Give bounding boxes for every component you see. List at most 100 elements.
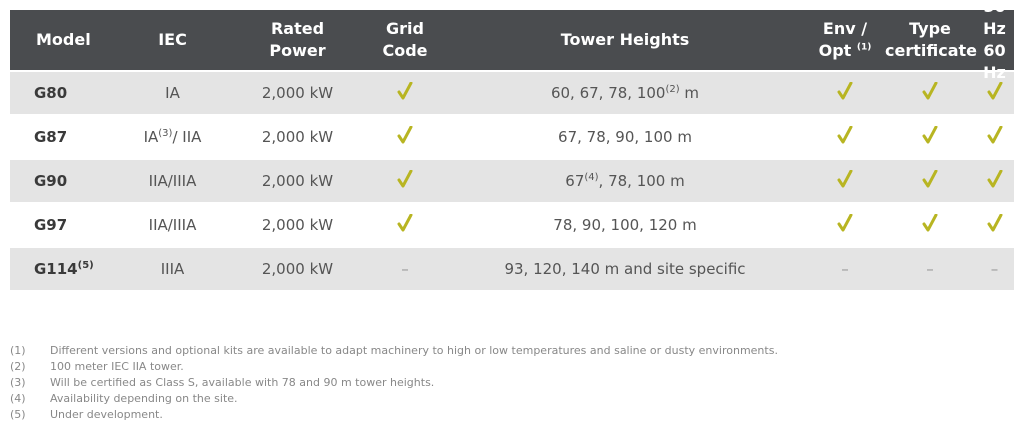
tower-footnote: (4) bbox=[584, 172, 599, 183]
cell-model: G97 bbox=[10, 216, 115, 234]
cell-hz bbox=[975, 126, 1014, 148]
cell-grid-code bbox=[365, 82, 445, 104]
footnotes: (1) Different versions and optional kits … bbox=[10, 343, 778, 423]
turbine-table: Model IEC Rated Power Grid Code Tower He… bbox=[10, 0, 1014, 290]
footnote-number: (3) bbox=[10, 376, 26, 389]
model-footnote: (5) bbox=[77, 260, 94, 271]
header-grid-line1: Grid bbox=[386, 19, 424, 38]
cell-iec: IA bbox=[115, 84, 230, 102]
cell-rated-power: 2,000 kW bbox=[261, 84, 334, 102]
footnote-line: (1) Different versions and optional kits … bbox=[10, 343, 778, 359]
header-hz-line1: 50 Hz bbox=[983, 0, 1006, 38]
footnote-number: (1) bbox=[10, 344, 26, 357]
header-env-sup: (1) bbox=[856, 42, 872, 53]
tower-values: 67, 78, 90, 100 m bbox=[558, 128, 692, 146]
iec-class-rest: / IIA bbox=[172, 128, 202, 146]
check-icon bbox=[397, 82, 413, 100]
cell-grid-code bbox=[365, 214, 445, 236]
model-name: G90 bbox=[34, 172, 68, 190]
tower-values-rest: m bbox=[679, 84, 700, 102]
header-cert-line2: certificate bbox=[885, 41, 977, 60]
footnote-text: Will be certified as Class S, available … bbox=[50, 376, 435, 389]
tower-footnote: (2) bbox=[665, 84, 680, 95]
model-name: G114 bbox=[34, 260, 78, 278]
cell-hz bbox=[975, 170, 1014, 192]
iec-class: IA bbox=[143, 128, 159, 146]
model-name: G87 bbox=[34, 128, 68, 146]
dash-mark: – bbox=[841, 260, 849, 278]
cell-type-certificate: – bbox=[885, 260, 975, 278]
cell-env-opt bbox=[805, 170, 885, 192]
tower-values: 93, 120, 140 m and site specific bbox=[504, 260, 746, 278]
dash-mark: – bbox=[401, 260, 409, 278]
footnote-number: (5) bbox=[10, 408, 26, 421]
check-icon bbox=[837, 170, 853, 188]
iec-class: IIIA bbox=[160, 260, 185, 278]
check-icon bbox=[987, 170, 1003, 188]
tower-values: 78, 90, 100, 120 m bbox=[553, 216, 697, 234]
check-icon bbox=[922, 214, 938, 232]
cell-iec: IIIA bbox=[115, 260, 230, 278]
cell-iec: IIA/IIIA bbox=[115, 216, 230, 234]
model-name: G97 bbox=[34, 216, 68, 234]
header-rated-power: Rated Power bbox=[230, 18, 365, 62]
cell-hz bbox=[975, 214, 1014, 236]
cell-rated-power: 2,000 kW bbox=[261, 216, 334, 234]
model-name: G80 bbox=[34, 84, 68, 102]
footnote-text: 100 meter IEC IIA tower. bbox=[50, 360, 184, 373]
check-icon bbox=[837, 82, 853, 100]
check-icon bbox=[922, 170, 938, 188]
cell-hz: – bbox=[975, 260, 1014, 278]
header-cert-line1: Type bbox=[909, 19, 951, 38]
footnote-line: (3) Will be certified as Class S, availab… bbox=[10, 375, 778, 391]
footnote-text: Availability depending on the site. bbox=[50, 392, 238, 405]
cell-type-certificate bbox=[885, 82, 975, 104]
header-grid-code: Grid Code bbox=[365, 18, 445, 62]
table-header: Model IEC Rated Power Grid Code Tower He… bbox=[10, 0, 1014, 82]
cell-type-certificate bbox=[885, 126, 975, 148]
header-rated-line1: Rated bbox=[270, 19, 325, 38]
check-icon bbox=[837, 214, 853, 232]
table-row: G97 IIA/IIIA 2,000 kW 78, 90, 100, 120 m bbox=[10, 202, 1014, 246]
check-icon bbox=[922, 82, 938, 100]
header-tower-heights: Tower Heights bbox=[560, 30, 690, 49]
cell-model: G114(5) bbox=[10, 260, 115, 278]
cell-tower-heights: 67(4), 78, 100 m bbox=[445, 172, 805, 190]
check-icon bbox=[922, 126, 938, 144]
dash-mark: – bbox=[990, 260, 999, 278]
table-body: G80 IA 2,000 kW 60, 67, 78, 100(2) m G87 IA(3… bbox=[10, 70, 1014, 290]
check-icon bbox=[837, 126, 853, 144]
iec-class: IIA/IIIA bbox=[148, 216, 197, 234]
header-env-line1: Env / bbox=[822, 19, 868, 38]
check-icon bbox=[987, 82, 1003, 100]
cell-env-opt bbox=[805, 82, 885, 104]
footnote-line: (4) Availability depending on the site. bbox=[10, 391, 778, 407]
check-icon bbox=[397, 126, 413, 144]
footnote-number: (4) bbox=[10, 392, 26, 405]
header-type-certificate: Type certificate bbox=[885, 18, 977, 62]
cell-env-opt bbox=[805, 214, 885, 236]
cell-iec: IA(3)/ IIA bbox=[115, 128, 230, 146]
cell-rated-power: 2,000 kW bbox=[261, 128, 334, 146]
table-row: G87 IA(3)/ IIA 2,000 kW 67, 78, 90, 100 m bbox=[10, 114, 1014, 158]
iec-class: IIA/IIIA bbox=[148, 172, 197, 190]
cell-model: G80 bbox=[10, 84, 115, 102]
footnote-text: Different versions and optional kits are… bbox=[50, 344, 778, 357]
check-icon bbox=[987, 126, 1003, 144]
dash-mark: – bbox=[926, 260, 934, 278]
tower-values: 60, 67, 78, 100 bbox=[550, 84, 666, 102]
iec-class: IA bbox=[165, 84, 180, 102]
footnote-line: (5) Under development. bbox=[10, 407, 778, 423]
check-icon bbox=[397, 214, 413, 232]
header-env-line2: Opt bbox=[818, 41, 852, 60]
footnote-line: (2) 100 meter IEC IIA tower. bbox=[10, 359, 778, 375]
header-iec: IEC bbox=[158, 30, 187, 49]
tower-values: 67 bbox=[565, 172, 585, 190]
cell-grid-code bbox=[365, 170, 445, 192]
cell-tower-heights: 78, 90, 100, 120 m bbox=[445, 216, 805, 234]
iec-footnote: (3) bbox=[158, 128, 173, 139]
cell-grid-code bbox=[365, 126, 445, 148]
cell-model: G87 bbox=[10, 128, 115, 146]
cell-tower-heights: 67, 78, 90, 100 m bbox=[445, 128, 805, 146]
header-grid-line2: Code bbox=[382, 41, 428, 60]
